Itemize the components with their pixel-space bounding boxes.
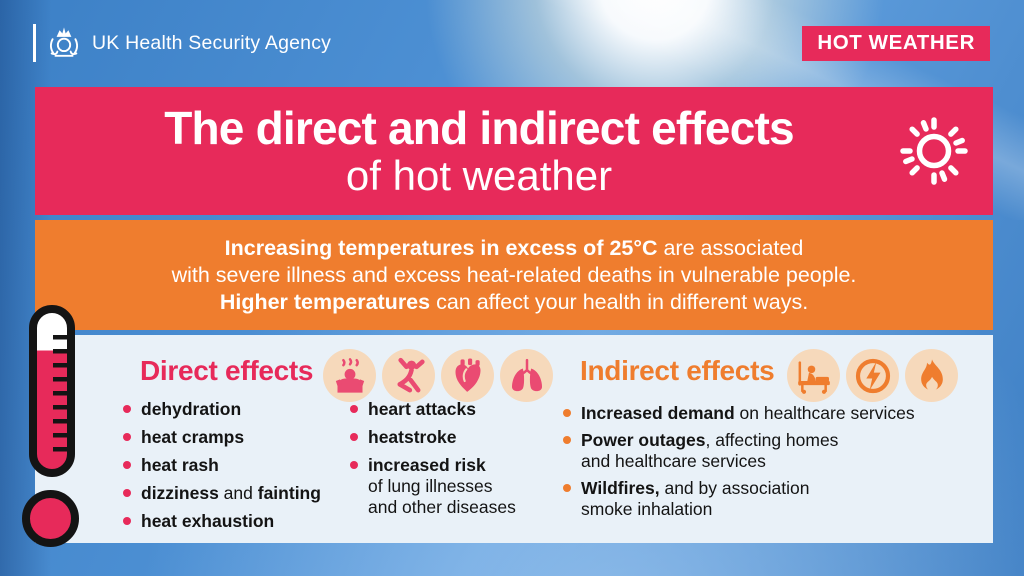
list-item-text: heart attacks	[368, 399, 476, 419]
list-item: dizziness and fainting	[123, 483, 321, 504]
thermometer-bulb	[22, 490, 79, 547]
heart-icon	[441, 349, 494, 402]
list-item: Wildfires, and by association smoke inha…	[563, 478, 915, 520]
heat-cramps-icon	[382, 349, 435, 402]
indirect-effects-icons	[787, 349, 958, 402]
lungs-icon	[500, 349, 553, 402]
intro-line1: Increasing temperatures in excess of 25°…	[224, 235, 804, 260]
list-item-text: dehydration	[141, 399, 242, 419]
title-banner: The direct and indirect effects of hot w…	[35, 87, 993, 215]
royal-crest-icon	[49, 27, 79, 57]
bullet-dot	[123, 461, 131, 469]
bullet-dot	[123, 433, 131, 441]
list-item: Power outages, affecting homes and healt…	[563, 430, 915, 472]
list-item: heat cramps	[123, 427, 321, 448]
ukhsa-logo: UK Health Security Agency	[33, 24, 331, 62]
thermometer-tube	[29, 305, 75, 477]
direct-effects-list-1: dehydration heat cramps heat rash dizziness…	[123, 399, 321, 532]
list-item-text: increased risk of lung illnesses and oth…	[368, 455, 516, 517]
power-outage-icon	[846, 349, 899, 402]
list-item-text: heat cramps	[141, 427, 245, 447]
intro-banner: Increasing temperatures in excess of 25°…	[35, 220, 993, 330]
indirect-effects-list: Increased demand on healthcare services P…	[563, 403, 915, 520]
direct-effects-heading: Direct effects	[140, 355, 314, 386]
bullet-dot	[563, 436, 571, 444]
agency-name: UK Health Security Agency	[92, 31, 332, 54]
list-item: increased risk of lung illnesses and oth…	[350, 455, 516, 518]
effects-panel: Direct effects	[35, 335, 993, 543]
bullet-dot	[350, 461, 358, 469]
hot-weather-badge: HOT WEATHER	[802, 26, 990, 61]
list-item-text: heatstroke	[368, 427, 457, 447]
wildfire-icon	[905, 349, 958, 402]
thermometer-ticks	[53, 335, 67, 457]
list-item-text: Increased demand on healthcare services	[581, 403, 915, 423]
indirect-effects-heading: Indirect effects	[580, 355, 775, 386]
page-title-line2: of hot weather	[345, 152, 613, 200]
direct-effects-icons	[323, 349, 553, 402]
list-item-text: heat exhaustion	[141, 511, 275, 531]
bullet-dot	[563, 409, 571, 417]
bullet-dot	[563, 484, 571, 492]
page-title-line1: The direct and indirect effects	[164, 101, 794, 154]
sun-icon	[900, 117, 968, 185]
bullet-dot	[123, 489, 131, 497]
list-item: heart attacks	[350, 399, 516, 420]
bullet-dot	[350, 433, 358, 441]
logo-divider	[33, 24, 36, 62]
list-item-text: Power outages, affecting homes and healt…	[581, 430, 839, 471]
list-item-text: heat rash	[141, 455, 219, 475]
thermometer-illustration	[22, 303, 80, 553]
list-item: heat rash	[123, 455, 321, 476]
bullet-dot	[123, 517, 131, 525]
list-item: heat exhaustion	[123, 511, 321, 532]
list-item-text: Wildfires, and by association smoke inha…	[581, 478, 810, 519]
direct-effects-list-2: heart attacks heatstroke increased risk of…	[350, 399, 516, 518]
hospital-bed-icon	[787, 349, 840, 402]
overheating-person-icon	[323, 349, 376, 402]
list-item: dehydration	[123, 399, 321, 420]
intro-line2: with severe illness and excess heat-rela…	[171, 262, 857, 287]
list-item: heatstroke	[350, 427, 516, 448]
intro-line3: Higher temperatures can affect your heal…	[219, 289, 809, 314]
bullet-dot	[123, 405, 131, 413]
list-item: Increased demand on healthcare services	[563, 403, 915, 424]
bullet-dot	[350, 405, 358, 413]
list-item-text: dizziness and fainting	[141, 483, 321, 503]
